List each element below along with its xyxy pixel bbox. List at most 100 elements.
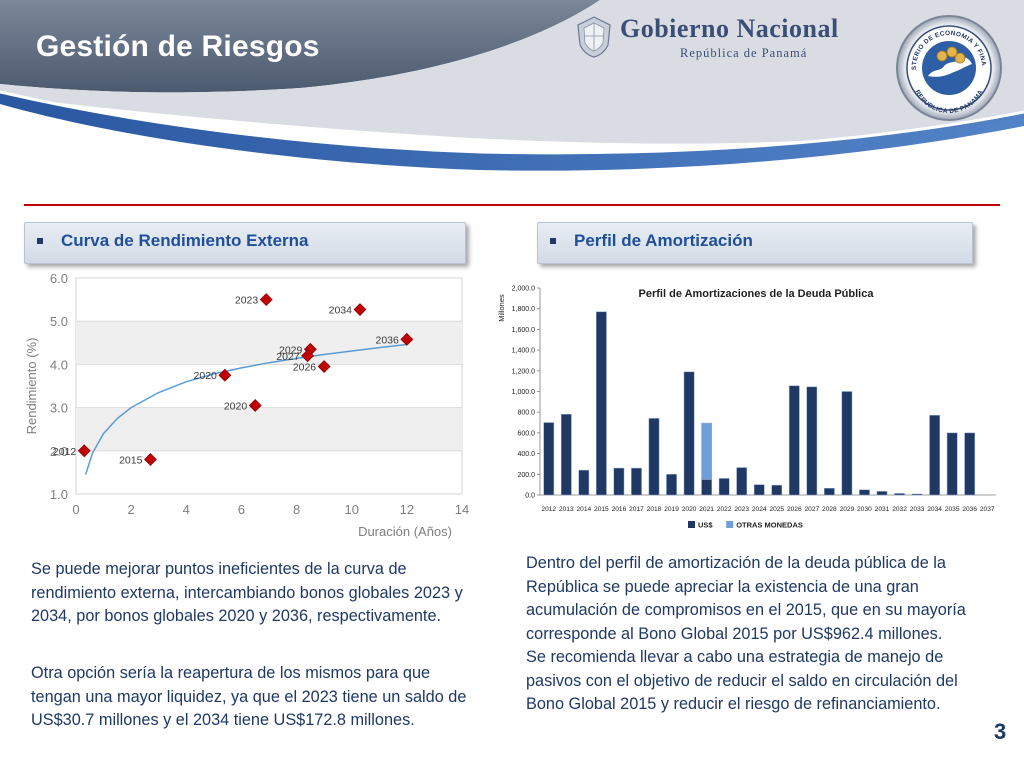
x-tick-label: 2030 xyxy=(857,506,872,513)
point-label: 2023 xyxy=(235,295,259,307)
bar-segment xyxy=(911,493,923,496)
bar-segment xyxy=(683,371,695,496)
bar-segment xyxy=(806,386,818,496)
bar-segment xyxy=(771,484,783,496)
x-tick-label: 12 xyxy=(400,502,414,517)
bar-segment xyxy=(929,415,940,496)
page-number: 3 xyxy=(994,719,1007,744)
x-tick-label: 2020 xyxy=(682,506,697,513)
y-tick-label: 2,000.0 xyxy=(512,286,535,293)
point-label: 2015 xyxy=(119,454,143,466)
bar-segment xyxy=(648,418,660,496)
grid-band xyxy=(76,321,462,365)
x-tick-label: 2033 xyxy=(910,506,925,513)
bar-segment xyxy=(894,493,905,496)
y-axis-title: Rendimiento (%) xyxy=(24,338,39,435)
data-point xyxy=(144,453,157,466)
x-tick-label: 2012 xyxy=(541,506,556,513)
point-label: 2020 xyxy=(194,370,218,382)
amortization-chart: Perfil de Amortizaciones de la Deuda Púb… xyxy=(497,286,996,530)
government-brand: Gobierno Nacional República de Panamá xyxy=(620,12,880,62)
coat-of-arms-icon xyxy=(577,16,611,58)
x-tick-label: 2027 xyxy=(805,506,820,513)
ministry-seal-logo: MINISTERIO DE ECONOMIA Y FINANZAS REPUBL… xyxy=(894,6,1002,121)
government-subtitle: República de Panamá xyxy=(680,46,808,60)
x-tick-label: 2021 xyxy=(699,506,714,513)
x-tick-label: 2032 xyxy=(892,506,907,513)
x-tick-label: 2014 xyxy=(577,506,592,513)
bar-segment xyxy=(701,479,712,496)
yield-curve-section-header: Curva de Rendimiento Externa xyxy=(24,222,466,264)
x-tick-label: 2037 xyxy=(980,506,995,513)
x-tick-label: 14 xyxy=(455,502,469,517)
point-label: 2029 xyxy=(279,344,303,356)
bar-segment xyxy=(543,422,555,496)
point-label: 2026 xyxy=(293,362,317,374)
yield-curve-paragraph-1: Se puede mejorar puntos ineficientes de … xyxy=(31,560,463,625)
bar-segment xyxy=(946,432,958,496)
legend-swatch xyxy=(726,521,734,528)
slide-title: Gestión de Riesgos xyxy=(36,30,320,63)
x-tick-label: 2036 xyxy=(962,506,977,513)
bullet-icon xyxy=(550,238,556,244)
bar-segment xyxy=(841,391,853,496)
plot-area xyxy=(75,277,463,495)
x-axis-title: Duración (Años) xyxy=(358,524,452,539)
bar-segment xyxy=(718,478,730,496)
bar-segment xyxy=(788,385,800,496)
x-tick-label: 4 xyxy=(183,502,190,517)
data-point xyxy=(301,349,315,363)
amortization-section-title: Perfil de Amortización xyxy=(574,231,753,250)
x-tick-label: 10 xyxy=(344,502,358,517)
x-tick-label: 2028 xyxy=(822,506,837,513)
x-tick-label: 2016 xyxy=(612,506,627,513)
x-tick-label: 2025 xyxy=(769,506,784,513)
x-tick-label: 2015 xyxy=(594,506,609,513)
y-tick-label: 0.0 xyxy=(525,493,535,500)
x-tick-label: 0 xyxy=(72,502,79,517)
x-tick-label: 2029 xyxy=(840,506,855,513)
y-tick-label: 1,800.0 xyxy=(512,306,535,313)
point-label: 2020 xyxy=(224,400,248,412)
yield-curve-section-title: Curva de Rendimiento Externa xyxy=(61,231,309,250)
data-point xyxy=(400,332,414,346)
y-tick-label: 1.0 xyxy=(50,487,68,502)
legend-label: US$ xyxy=(698,521,713,530)
bar-segment xyxy=(596,311,607,496)
bar-segment xyxy=(631,467,642,496)
y-tick-label: 800.0 xyxy=(517,410,535,417)
bar-segment xyxy=(824,488,835,496)
y-tick-label: 600.0 xyxy=(517,430,535,437)
data-point xyxy=(218,368,232,382)
yield-curve-paragraph-2: Otra opción sería la reapertura de los m… xyxy=(31,664,467,729)
x-tick-label: 2031 xyxy=(875,506,890,513)
x-tick-label: 8 xyxy=(293,502,300,517)
x-tick-label: 2019 xyxy=(664,506,679,513)
y-tick-label: 1,400.0 xyxy=(512,348,535,355)
legend-label: OTRAS MONEDAS xyxy=(736,521,803,530)
x-tick-label: 2017 xyxy=(629,506,644,513)
data-point xyxy=(77,444,91,458)
y-tick-label: 1,200.0 xyxy=(512,368,535,375)
x-tick-label: 2 xyxy=(128,502,135,517)
bar-segment xyxy=(666,474,677,496)
bar-segment xyxy=(613,467,625,496)
y-tick-label: 3.0 xyxy=(50,401,68,416)
x-tick-label: 2034 xyxy=(927,506,942,513)
trend-curve xyxy=(84,343,407,475)
data-point xyxy=(259,293,273,307)
y-tick-label: 1,000.0 xyxy=(512,389,535,396)
y-tick-label: 2.0 xyxy=(50,444,68,459)
x-tick-label: 2024 xyxy=(752,506,767,513)
point-label: 2036 xyxy=(375,334,399,346)
y-axis-title: Millones xyxy=(497,294,506,322)
data-point xyxy=(353,303,367,316)
bar-segment xyxy=(753,484,765,496)
bar-segment xyxy=(560,414,572,496)
y-tick-label: 200.0 xyxy=(517,472,535,479)
y-tick-label: 6.0 xyxy=(50,271,68,286)
x-tick-label: 2035 xyxy=(945,506,960,513)
y-tick-label: 5.0 xyxy=(50,314,68,329)
x-tick-label: 2026 xyxy=(787,506,802,513)
